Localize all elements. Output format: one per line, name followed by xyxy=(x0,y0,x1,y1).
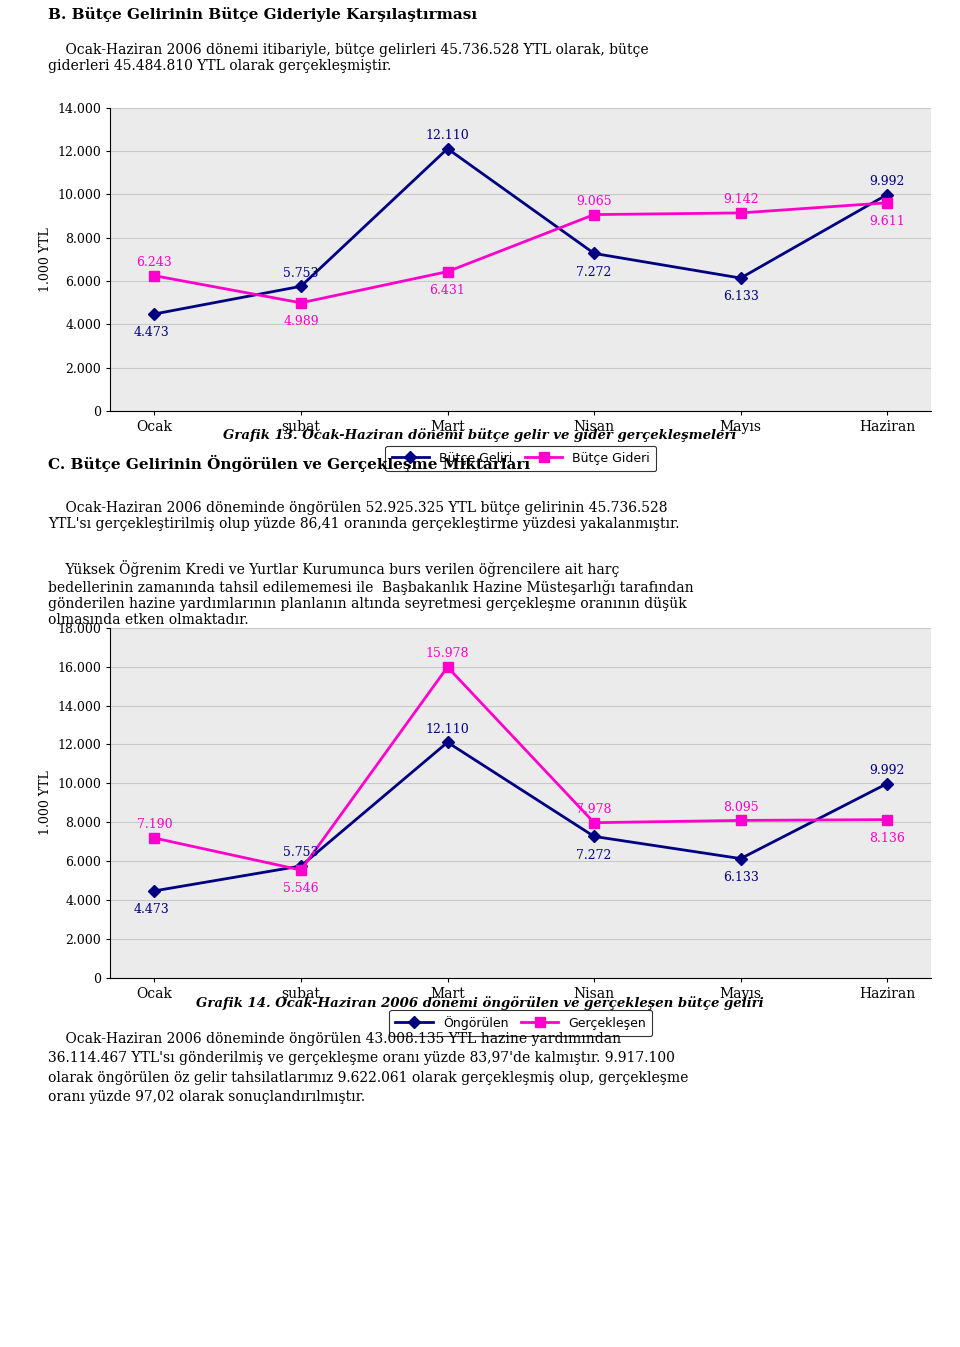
Bütçe Geliri xyxy=(735,269,747,286)
Text: 6.431: 6.431 xyxy=(429,284,466,296)
Text: B. Bütçe Gelirinin Bütçe Gideriyle Karşılaştırması: B. Bütçe Gelirinin Bütçe Gideriyle Karşı… xyxy=(48,7,477,22)
Text: 12.110: 12.110 xyxy=(425,129,469,141)
Text: 5.753: 5.753 xyxy=(283,846,319,859)
Text: 4.473: 4.473 xyxy=(133,902,170,916)
Text: Ocak-Haziran 2006 döneminde öngörülen 43.008.135 YTL hazine yardımından
36.114.4: Ocak-Haziran 2006 döneminde öngörülen 43… xyxy=(48,1032,688,1105)
Bütçe Gideri xyxy=(735,205,747,221)
Text: 6.243: 6.243 xyxy=(136,256,172,269)
Text: C. Bütçe Gelirinin Öngörülen ve Gerçekleşme Miktarları: C. Bütçe Gelirinin Öngörülen ve Gerçekle… xyxy=(48,455,530,473)
Öngörülen xyxy=(442,734,453,750)
Gerçekleşen xyxy=(881,811,893,827)
Text: Ocak-Haziran 2006 dönemi itibariyle, bütçe gelirleri 45.736.528 YTL olarak, bütç: Ocak-Haziran 2006 dönemi itibariyle, büt… xyxy=(48,43,649,73)
Text: 9.992: 9.992 xyxy=(870,764,905,777)
Bütçe Geliri xyxy=(149,306,160,322)
Line: Bütçe Gideri: Bütçe Gideri xyxy=(150,198,892,307)
Y-axis label: 1.000 YTL: 1.000 YTL xyxy=(39,770,52,835)
Text: 5.753: 5.753 xyxy=(283,267,319,280)
Text: 9.065: 9.065 xyxy=(576,195,612,207)
Text: 7.272: 7.272 xyxy=(576,265,612,279)
Text: 5.546: 5.546 xyxy=(283,882,319,896)
Bütçe Gideri xyxy=(295,295,306,311)
Öngörülen xyxy=(735,850,747,866)
Gerçekleşen xyxy=(735,812,747,828)
Bütçe Geliri xyxy=(442,140,453,156)
Gerçekleşen xyxy=(588,815,600,831)
Text: 6.133: 6.133 xyxy=(723,291,758,303)
Text: 4.473: 4.473 xyxy=(133,326,170,339)
Y-axis label: 1.000 YTL: 1.000 YTL xyxy=(39,226,52,292)
Text: 7.272: 7.272 xyxy=(576,849,612,862)
Text: 12.110: 12.110 xyxy=(425,722,469,735)
Bütçe Geliri xyxy=(588,245,600,261)
Gerçekleşen xyxy=(149,830,160,846)
Öngörülen xyxy=(295,858,306,874)
Gerçekleşen xyxy=(442,659,453,675)
Text: 9.992: 9.992 xyxy=(870,175,905,187)
Text: 8.095: 8.095 xyxy=(723,800,758,814)
Bütçe Geliri xyxy=(881,186,893,202)
Text: Grafik 13. Ocak-Haziran dönemi bütçe gelir ve gider gerçekleşmeleri: Grafik 13. Ocak-Haziran dönemi bütçe gel… xyxy=(224,428,736,442)
Line: Öngörülen: Öngörülen xyxy=(150,738,892,894)
Gerçekleşen xyxy=(295,862,306,878)
Text: Yüksek Öğrenim Kredi ve Yurtlar Kurumunca burs verilen öğrencilere ait harç
bede: Yüksek Öğrenim Kredi ve Yurtlar Kurumunc… xyxy=(48,560,694,628)
Bütçe Geliri xyxy=(295,279,306,295)
Öngörülen xyxy=(588,828,600,845)
Text: 7.190: 7.190 xyxy=(136,819,172,831)
Text: Ocak-Haziran 2006 döneminde öngörülen 52.925.325 YTL bütçe gelirinin 45.736.528
: Ocak-Haziran 2006 döneminde öngörülen 52… xyxy=(48,501,680,531)
Text: 6.133: 6.133 xyxy=(723,870,758,884)
Legend: Öngörülen, Gerçekleşen: Öngörülen, Gerçekleşen xyxy=(389,1010,653,1036)
Text: 7.978: 7.978 xyxy=(576,803,612,816)
Text: Grafik 14. Ocak-Haziran 2006 dönemi öngörülen ve gerçekleşen bütçe geliri: Grafik 14. Ocak-Haziran 2006 dönemi öngö… xyxy=(196,997,764,1010)
Bütçe Gideri xyxy=(588,206,600,222)
Öngörülen xyxy=(881,776,893,792)
Bütçe Gideri xyxy=(881,195,893,211)
Legend: Bütçe Geliri, Bütçe Gideri: Bütçe Geliri, Bütçe Gideri xyxy=(385,446,657,471)
Öngörülen xyxy=(149,882,160,898)
Line: Gerçekleşen: Gerçekleşen xyxy=(150,663,892,874)
Bütçe Gideri xyxy=(442,264,453,280)
Text: 8.136: 8.136 xyxy=(870,832,905,845)
Line: Bütçe Geliri: Bütçe Geliri xyxy=(150,144,892,318)
Text: 15.978: 15.978 xyxy=(426,648,469,660)
Text: 4.989: 4.989 xyxy=(283,315,319,329)
Bütçe Gideri xyxy=(149,268,160,284)
Text: 9.611: 9.611 xyxy=(870,216,905,228)
Text: 9.142: 9.142 xyxy=(723,193,758,206)
